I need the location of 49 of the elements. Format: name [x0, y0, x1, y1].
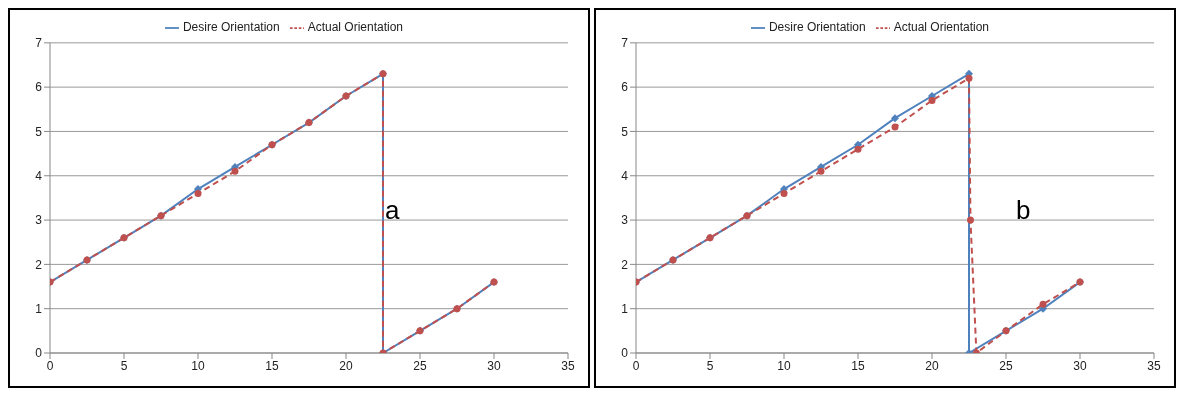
- annotation: a: [385, 195, 400, 226]
- point: [1039, 300, 1047, 308]
- x-tick-label: 30: [1073, 358, 1087, 373]
- y-tick-label: 1: [621, 301, 629, 316]
- y-tick-label: 5: [35, 124, 43, 139]
- point: [817, 167, 825, 175]
- y-tick-label: 2: [35, 257, 43, 272]
- point: [891, 114, 899, 123]
- legend-label: Desire Orientation: [182, 20, 280, 34]
- y-tick-label: 4: [621, 169, 629, 184]
- y-tick-label: 4: [35, 169, 43, 184]
- y-tick-label: 7: [621, 36, 629, 51]
- y-tick-label: 3: [621, 213, 629, 228]
- y-tick-label: 0: [621, 346, 629, 361]
- y-tick-label: 1: [35, 301, 43, 316]
- x-tick-label: 25: [999, 358, 1013, 373]
- y-tick-label: 0: [35, 346, 43, 361]
- point: [194, 189, 202, 197]
- y-tick-label: 6: [621, 80, 629, 95]
- x-tick-label: 10: [777, 358, 791, 373]
- legend-label: Desire Orientation: [768, 20, 866, 34]
- x-tick-label: 15: [265, 358, 279, 373]
- annotation: b: [1016, 195, 1031, 226]
- x-tick-label: 5: [706, 358, 714, 373]
- y-tick-label: 5: [621, 124, 629, 139]
- x-tick-label: 0: [632, 358, 640, 373]
- x-tick-label: 35: [1147, 358, 1161, 373]
- y-tick-label: 3: [35, 213, 43, 228]
- y-tick-label: 6: [35, 80, 43, 95]
- point: [928, 96, 936, 104]
- x-tick-label: 30: [487, 358, 501, 373]
- y-tick-label: 2: [621, 257, 629, 272]
- y-tick-label: 7: [35, 36, 43, 51]
- point: [891, 123, 899, 131]
- x-tick-label: 15: [851, 358, 865, 373]
- x-tick-label: 20: [339, 358, 353, 373]
- x-tick-label: 25: [413, 358, 427, 373]
- point: [965, 74, 973, 82]
- x-tick-label: 0: [46, 358, 54, 373]
- point: [231, 167, 239, 175]
- point: [966, 216, 974, 224]
- x-tick-label: 20: [925, 358, 939, 373]
- x-tick-label: 10: [191, 358, 205, 373]
- point: [854, 145, 862, 153]
- legend-label: Actual Orientation: [307, 20, 404, 34]
- legend-label: Actual Orientation: [893, 20, 990, 34]
- point: [780, 189, 788, 197]
- x-tick-label: 35: [561, 358, 575, 373]
- x-tick-label: 5: [120, 358, 128, 373]
